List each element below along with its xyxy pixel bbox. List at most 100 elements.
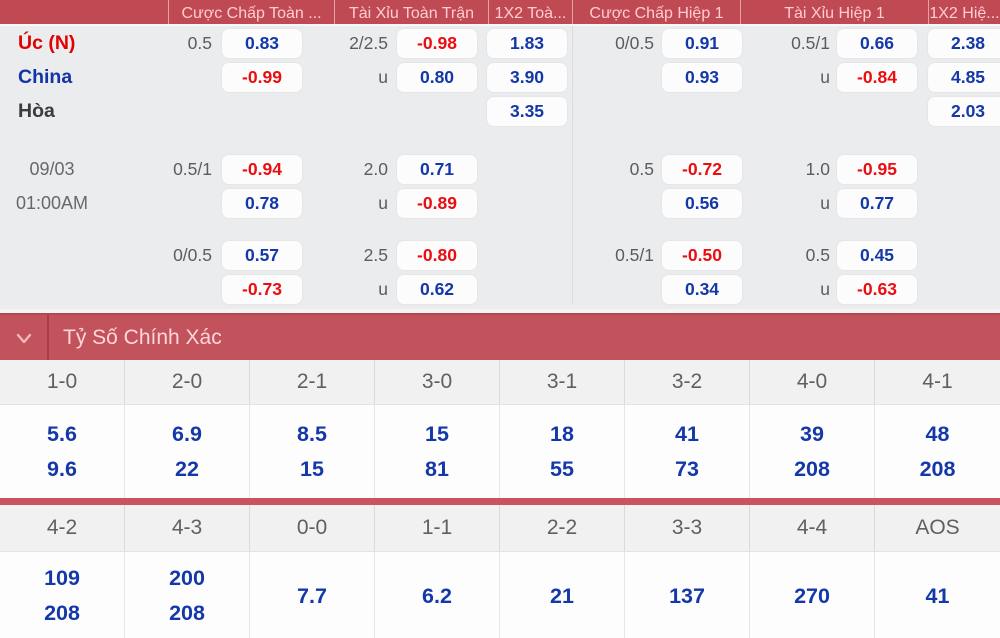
score-odds-cell[interactable]: 8.5 15 [250,405,375,498]
score-odds-cell[interactable]: 41 [925,583,950,608]
header-col-over-under-h1: Tài Xỉu Hiệp 1 [740,0,928,24]
score-header-cell: 0-0 [250,505,375,551]
score-header-cell: 1-1 [375,505,500,551]
header-col-over-under-full: Tài Xỉu Toàn Trận [334,0,488,24]
odds-pill-h1_ou[interactable]: -0.63 [837,275,917,304]
odds-pill-h1_hcap[interactable]: 0.93 [662,63,742,92]
odds-line-ou: u [378,193,388,213]
odds-line-hcap: 0.5/1 [173,159,212,179]
score-header-cell: 3-1 [500,360,625,404]
score-header-cell: 3-0 [375,360,500,404]
odds-pill-h1_ou[interactable]: -0.95 [837,155,917,184]
odds-line-h1_hcap: 0/0.5 [615,33,654,53]
odds-line-hcap: 0.5 [187,33,212,53]
score-header-cell: 3-3 [625,505,750,551]
odds-pill-ou[interactable]: 0.62 [397,275,477,304]
header-spacer [0,0,168,24]
score-header-cell: 4-3 [125,505,250,551]
odds-pill-h1_hcap[interactable]: 0.56 [662,189,742,218]
correct-score-section-header: Tỷ Số Chính Xác [0,313,1000,360]
odds-pill-hcap[interactable]: -0.94 [222,155,302,184]
odds-line-h1_ou: 0.5 [805,245,830,265]
odds-pill-h1_x12[interactable]: 2.38 [928,29,1000,58]
score-odds-cell[interactable]: 15 81 [375,405,500,498]
odds-pill-ou[interactable]: -0.80 [397,241,477,270]
odds-line-ou: u [378,279,388,299]
chevron-down-icon [16,333,31,343]
header-col-handicap-full: Cược Chấp Toàn ... [168,0,334,24]
odds-pill-hcap[interactable]: -0.73 [222,275,302,304]
odds-line-h1_hcap: 0.5 [629,159,654,179]
header-col-1x2-full: 1X2 Toà... [488,0,572,24]
odds-line-h1_hcap: 0.5/1 [615,245,654,265]
odds-line-h1_ou: u [820,67,830,87]
odds-line-ou: u [378,67,388,87]
odds-line-ou: 2/2.5 [349,33,388,53]
odds-line-hcap: 0/0.5 [173,245,212,265]
score-header-cell: 2-1 [250,360,375,404]
header-col-handicap-h1: Cược Chấp Hiệp 1 [572,0,740,24]
odds-pill-h1_hcap[interactable]: -0.72 [662,155,742,184]
score-odds-cell[interactable]: 137 [625,552,750,638]
odds-line-h1_ou: 1.0 [805,159,830,179]
odds-pill-h1_x12[interactable]: 2.03 [928,97,1000,126]
odds-pill-x12[interactable]: 1.83 [487,29,567,58]
score-odds-cell[interactable]: 109 208 [0,552,125,638]
odds-pill-h1_hcap[interactable]: 0.34 [662,275,742,304]
odds-pill-hcap[interactable]: 0.57 [222,241,302,270]
header-col-1x2-h1: 1X2 Hiệ... [928,0,1000,24]
score-header-cell: 4-1 [922,370,953,393]
score-odds-cell[interactable]: 7.7 [250,552,375,638]
score-header-row: 4-2 4-3 0-0 1-1 2-2 3-3 4-4 AOS [0,505,1000,552]
odds-pill-x12[interactable]: 3.90 [487,63,567,92]
collapse-toggle[interactable] [0,315,49,360]
score-odds-cell[interactable]: 6.9 22 [125,405,250,498]
team-away: China [18,66,73,88]
odds-pill-hcap[interactable]: -0.99 [222,63,302,92]
score-header-cell: 4-0 [750,360,875,404]
score-header-cell: 3-2 [625,360,750,404]
score-odds-cell[interactable]: 39 208 [750,405,875,498]
score-odds-cell[interactable]: 21 [500,552,625,638]
score-odds-cell[interactable]: 200 208 [125,552,250,638]
correct-score-tables: 1-0 2-0 2-1 3-0 3-1 3-2 4-0 4-1 5.6 9.6 6.9 22 8.5 15… [0,360,1000,638]
score-odds-cell[interactable]: 270 [750,552,875,638]
half-group-divider [572,26,573,304]
section-title: Tỷ Số Chính Xác [63,326,222,349]
score-odds-cell[interactable]: 41 73 [625,405,750,498]
score-values-row: 109 208 200 208 7.7 6.2 21 137 270 41 [0,552,1000,638]
team-home: Úc (N) [18,32,76,54]
score-header-row: 1-0 2-0 2-1 3-0 3-1 3-2 4-0 4-1 [0,360,1000,405]
odds-pill-h1_ou[interactable]: -0.84 [837,63,917,92]
score-odds-cell[interactable]: 6.2 [375,552,500,638]
odds-pill-h1_x12[interactable]: 4.85 [928,63,1000,92]
odds-pill-x12[interactable]: 3.35 [487,97,567,126]
score-header-cell: 1-0 [0,360,125,404]
odds-pill-h1_ou[interactable]: 0.45 [837,241,917,270]
odds-pill-ou[interactable]: 0.71 [397,155,477,184]
score-odds-cell[interactable]: 5.6 9.6 [0,405,125,498]
score-tables-divider-bar [0,498,1000,505]
score-header-cell: 2-2 [500,505,625,551]
odds-pill-hcap[interactable]: 0.83 [222,29,302,58]
score-odds-cell[interactable]: 48 208 [919,422,956,481]
odds-pill-ou[interactable]: 0.80 [397,63,477,92]
score-header-cell: 4-2 [0,505,125,551]
match-date: 09/03 [29,159,75,179]
odds-pill-hcap[interactable]: 0.78 [222,189,302,218]
score-values-row: 5.6 9.6 6.9 22 8.5 15 15 81 18 55 41 73 39 208 48 208 [0,405,1000,498]
odds-pill-h1_ou[interactable]: 0.77 [837,189,917,218]
odds-body: Úc (N) China Hòa 09/03 01:00AM 0.5 0.83 -0… [0,26,1000,309]
odds-pill-ou[interactable]: -0.89 [397,189,477,218]
score-header-cell: 2-0 [125,360,250,404]
odds-pill-ou[interactable]: -0.98 [397,29,477,58]
score-odds-cell[interactable]: 18 55 [500,405,625,498]
odds-pill-h1_ou[interactable]: 0.66 [837,29,917,58]
odds-line-ou: 2.5 [363,245,388,265]
odds-line-ou: 2.0 [363,159,388,179]
section-gap [0,309,1000,313]
odds-pill-h1_hcap[interactable]: -0.50 [662,241,742,270]
odds-pill-h1_hcap[interactable]: 0.91 [662,29,742,58]
odds-market-header: Cược Chấp Toàn ... Tài Xỉu Toàn Trận 1X2… [0,0,1000,26]
